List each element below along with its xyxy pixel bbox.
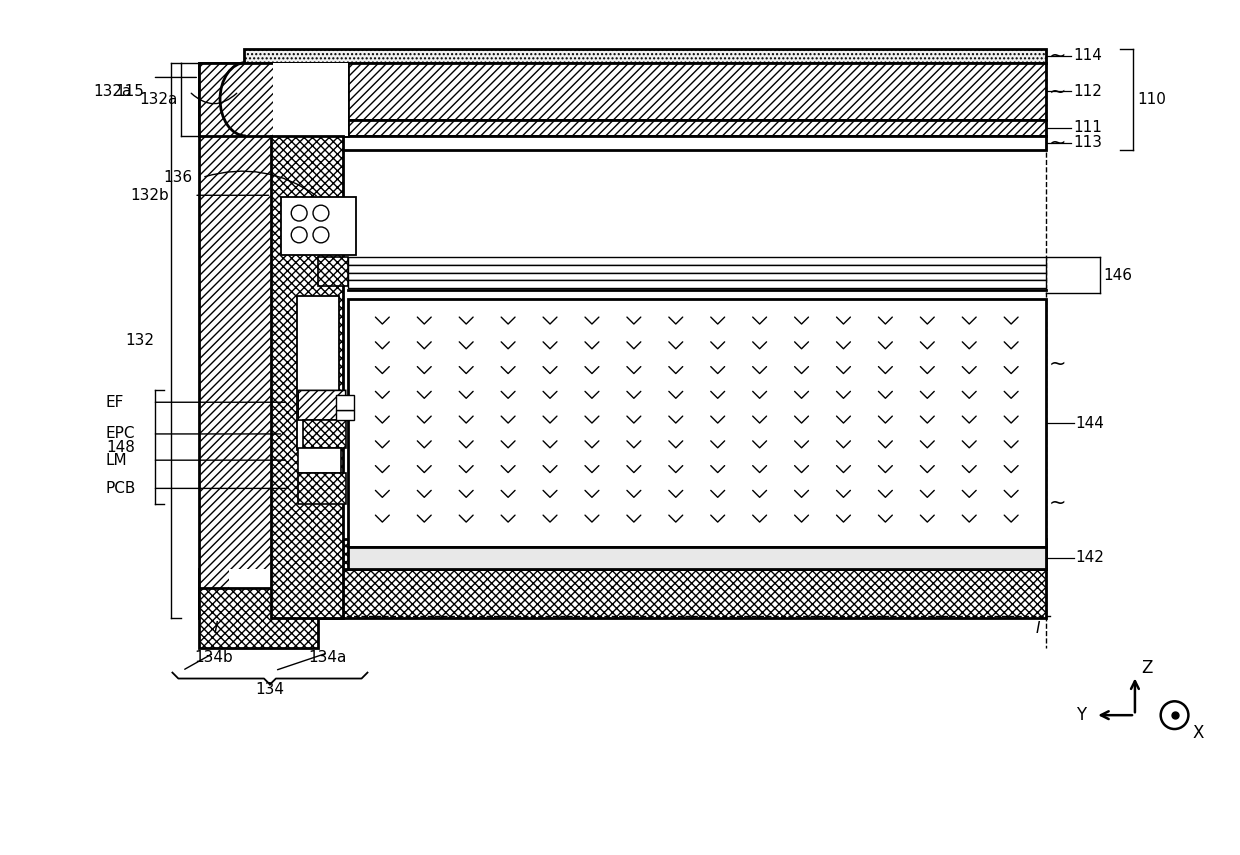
- Text: ~: ~: [1049, 45, 1066, 66]
- Bar: [317, 256, 347, 286]
- Text: ~: ~: [1049, 133, 1066, 153]
- Text: 110: 110: [1137, 91, 1166, 107]
- Text: 144: 144: [1075, 416, 1105, 431]
- Text: ~: ~: [1049, 492, 1066, 512]
- Text: Y: Y: [1076, 706, 1086, 724]
- Bar: [303, 420, 346, 448]
- Bar: [298, 473, 346, 504]
- Text: I: I: [1035, 621, 1040, 635]
- Text: 114: 114: [1074, 48, 1102, 63]
- Text: I: I: [215, 621, 218, 635]
- Bar: [312, 539, 1045, 569]
- Text: Z: Z: [1141, 658, 1152, 676]
- Bar: [347, 547, 1045, 569]
- Text: 146: 146: [1104, 268, 1132, 282]
- Circle shape: [291, 227, 308, 243]
- Text: EPC: EPC: [105, 427, 135, 441]
- Bar: [244, 136, 1045, 150]
- Bar: [244, 120, 1045, 136]
- Text: 134a: 134a: [309, 651, 347, 665]
- Text: 132: 132: [125, 333, 155, 348]
- Text: 112: 112: [1074, 84, 1102, 99]
- Bar: [347, 280, 1045, 288]
- Bar: [298, 448, 341, 473]
- Bar: [200, 569, 1045, 618]
- Text: X: X: [1193, 724, 1204, 742]
- Bar: [229, 569, 312, 588]
- Text: 136: 136: [164, 170, 192, 185]
- Bar: [244, 62, 1045, 120]
- Bar: [273, 62, 347, 136]
- Bar: [336, 410, 353, 420]
- Bar: [347, 256, 1045, 264]
- Text: 132b: 132b: [130, 188, 169, 203]
- Text: 111: 111: [1074, 121, 1102, 135]
- Bar: [200, 62, 347, 136]
- Text: 142: 142: [1075, 551, 1105, 565]
- Circle shape: [291, 205, 308, 221]
- Bar: [272, 136, 342, 618]
- Circle shape: [1161, 701, 1188, 729]
- Circle shape: [312, 205, 329, 221]
- Text: 132a: 132a: [139, 91, 177, 107]
- Polygon shape: [298, 391, 346, 420]
- Bar: [244, 49, 1045, 62]
- Text: 134b: 134b: [195, 651, 233, 665]
- Text: ~: ~: [1049, 81, 1066, 101]
- Bar: [281, 198, 356, 255]
- Circle shape: [312, 227, 329, 243]
- Text: ~: ~: [1049, 354, 1066, 374]
- Bar: [298, 297, 339, 450]
- Bar: [347, 299, 1045, 547]
- Bar: [336, 395, 353, 410]
- Text: PCB: PCB: [105, 481, 135, 496]
- Text: 113: 113: [1074, 135, 1102, 150]
- Text: 134: 134: [255, 682, 284, 697]
- Bar: [200, 588, 317, 648]
- Text: 148: 148: [105, 439, 135, 455]
- Bar: [200, 62, 273, 618]
- Text: 132a: 132a: [93, 84, 131, 99]
- Text: LM: LM: [105, 452, 126, 468]
- Text: 115: 115: [115, 84, 145, 99]
- Text: EF: EF: [105, 395, 124, 410]
- Bar: [347, 264, 1045, 273]
- Bar: [218, 62, 244, 136]
- Bar: [347, 273, 1045, 280]
